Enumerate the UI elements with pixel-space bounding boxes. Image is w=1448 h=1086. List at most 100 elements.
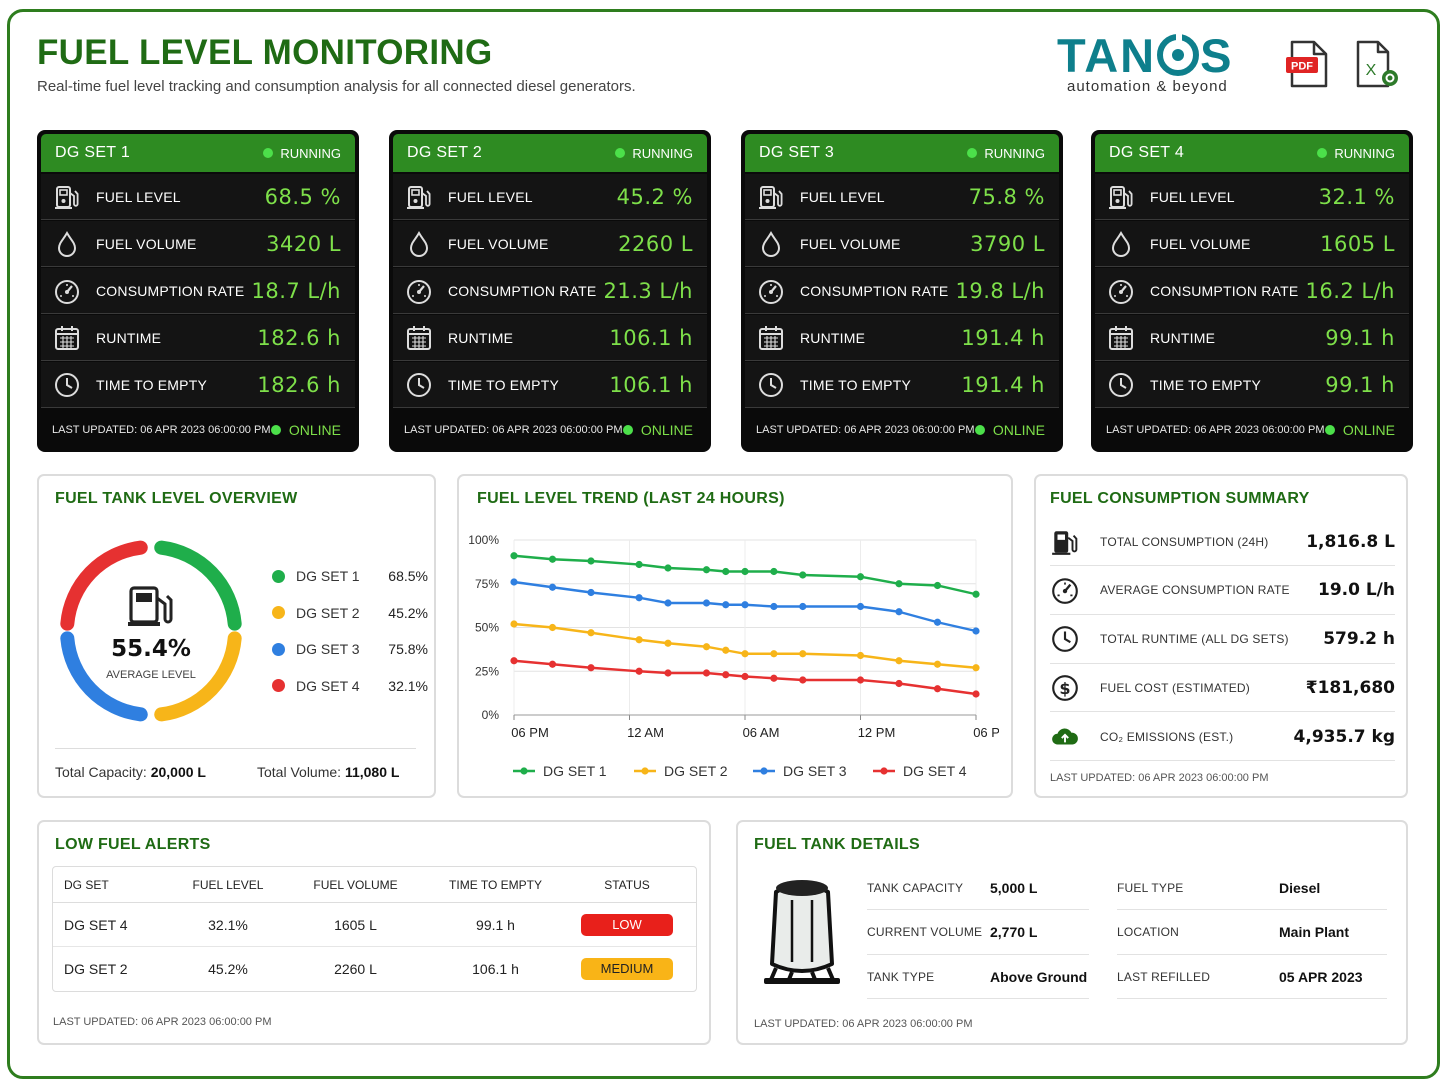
online-status: ONLINE [1324,422,1395,438]
table-row[interactable]: DG SET 2 45.2% 2260 L 106.1 h MEDIUM [53,947,696,991]
status-badge: MEDIUM [581,958,673,980]
summary-value: 4,935.7 kg [1293,726,1395,747]
online-dot-icon [1324,424,1335,435]
summary-label: FUEL COST (ESTIMATED) [1100,680,1250,695]
tank-detail-value: 2,770 L [990,924,1038,940]
trend-legend-item[interactable]: DG SET 1 [513,763,607,779]
export-pdf-button[interactable]: PDF [1284,40,1330,90]
tank-details-title: FUEL TANK DETAILS [754,836,920,853]
tank-detail-label: CURRENT VOLUME [867,925,983,939]
fuel-pump-icon [1050,527,1080,557]
trend-legend-item[interactable]: DG SET 3 [753,763,847,779]
summary-value: ₹181,680 [1305,677,1395,698]
dg-last-updated: LAST UPDATED: 06 APR 2023 06:00:00 PM [756,423,975,436]
overview-legend-item: DG SET 4 32.1% [272,678,428,694]
data-point-dg-set-4 [548,660,557,668]
summary-row: $ FUEL COST (ESTIMATED) ₹181,680 [1050,664,1395,713]
y-tick-label: 25% [475,664,499,678]
table-row[interactable]: DG SET 4 32.1% 1605 L 99.1 h LOW [53,903,696,947]
dg-set-card-2[interactable]: DG SET 2 RUNNING FUEL LEVEL 45.2 % FUEL … [389,130,711,452]
legend-value: 68.5% [388,568,428,584]
dg-row-value: 106.1 h [609,372,693,397]
data-point-dg-set-4 [933,685,942,693]
online-status: ONLINE [974,422,1045,438]
donut-segment-dg-set-4 [60,540,148,631]
dg-row-value: 106.1 h [609,325,693,350]
summary-label: CO₂ EMISSIONS (EST.) [1100,729,1234,744]
dg-row-label: CONSUMPTION RATE [1150,282,1299,299]
data-point-dg-set-2 [856,651,865,660]
tank-detail-row: LAST REFILLED 05 APR 2023 [1117,955,1387,999]
running-status-label: RUNNING [280,145,341,161]
dg-card-header: DG SET 4 RUNNING [1095,134,1409,172]
data-point-dg-set-1 [895,580,903,588]
total-volume: Total Volume: 11,080 L [257,764,399,780]
dg-set-card-4[interactable]: DG SET 4 RUNNING FUEL LEVEL 32.1 % FUEL … [1091,130,1413,452]
overview-legend-item: DG SET 1 68.5% [272,568,428,584]
data-point-dg-set-4 [799,676,807,684]
low-fuel-alerts-panel: LOW FUEL ALERTS DG SET FUEL LEVEL FUEL V… [37,820,711,1045]
data-point-dg-set-4 [702,669,711,677]
running-status: RUNNING [615,146,693,161]
dg-row-consumption-rate: CONSUMPTION RATE 21.3 L/h [393,268,707,314]
tank-detail-label: TANK TYPE [867,969,935,984]
series-line-dg-set-3 [513,580,977,633]
dg-card-footer: LAST UPDATED: 06 APR 2023 06:00:00 PM ON… [741,407,1063,452]
dg-row-value: 99.1 h [1325,372,1395,397]
dg-row-label: RUNTIME [800,329,866,346]
tank-detail-value: Above Ground [990,968,1088,985]
dg-row-consumption-rate: CONSUMPTION RATE 19.8 L/h [745,268,1059,314]
data-point-dg-set-1 [635,560,643,569]
data-point-dg-set-1 [664,564,672,572]
fuel-pump-icon [1107,183,1135,211]
clock-icon [1107,371,1135,399]
dg-set-card-3[interactable]: DG SET 3 RUNNING FUEL LEVEL 75.8 % FUEL … [741,130,1063,452]
cell-fuel-volume: 2260 L [334,961,377,977]
dg-row-consumption-rate: CONSUMPTION RATE 18.7 L/h [41,268,355,314]
dg-set-card-1[interactable]: DG SET 1 RUNNING FUEL LEVEL 68.5 % FUEL … [37,130,359,452]
tank-detail-label: LAST REFILLED [1117,969,1211,984]
dg-row-label: RUNTIME [448,329,514,346]
data-point-dg-set-1 [722,567,730,576]
x-tick-label: 06 PM [511,725,549,740]
summary-label: TOTAL CONSUMPTION (24H) [1100,534,1269,549]
overview-divider [55,748,416,749]
y-tick-label: 100% [468,533,499,547]
running-status: RUNNING [263,146,341,161]
data-point-dg-set-1 [856,573,865,581]
data-point-dg-set-1 [972,590,980,598]
tank-detail-label: FUEL TYPE [1117,880,1184,895]
x-tick-label: 12 AM [627,725,664,740]
data-point-dg-set-1 [770,567,778,576]
dg-row-value: 68.5 % [264,184,341,209]
dg-row-label: RUNTIME [1150,329,1216,346]
summary-value: 579.2 h [1323,629,1395,650]
tank-detail-row: TANK CAPACITY 5,000 L [867,866,1089,910]
trend-legend-item[interactable]: DG SET 2 [634,763,728,779]
legend-swatch [272,569,285,583]
droplet-icon [405,230,433,258]
dg-row-time-to-empty: TIME TO EMPTY 99.1 h [1095,362,1409,408]
dg-row-fuel-volume: FUEL VOLUME 3790 L [745,221,1059,267]
col-time-to-empty: TIME TO EMPTY [449,877,542,892]
data-point-dg-set-3 [933,618,942,626]
trend-legend-item[interactable]: DG SET 4 [873,763,967,779]
trend-title: FUEL LEVEL TREND (LAST 24 HOURS) [477,490,785,507]
dg-last-updated: LAST UPDATED: 06 APR 2023 06:00:00 PM [404,423,623,436]
alerts-table-header: DG SET FUEL LEVEL FUEL VOLUME TIME TO EM… [53,867,696,903]
dg-row-label: FUEL LEVEL [1150,188,1235,205]
alerts-table: DG SET FUEL LEVEL FUEL VOLUME TIME TO EM… [52,866,697,992]
online-status: ONLINE [622,422,693,438]
dg-row-value: 3420 L [266,231,341,256]
page-title: FUEL LEVEL MONITORING [37,33,493,72]
page-subtitle: Real-time fuel level tracking and consum… [37,78,636,95]
gauge-icon [1107,277,1135,305]
dg-row-runtime: RUNTIME 191.4 h [745,315,1059,361]
dg-last-updated: LAST UPDATED: 06 APR 2023 06:00:00 PM [1106,423,1325,436]
data-point-dg-set-1 [741,567,749,576]
data-point-dg-set-1 [548,555,557,563]
export-excel-button[interactable]: X [1354,40,1400,90]
clock-icon [53,371,81,399]
data-point-dg-set-3 [770,602,778,611]
gauge-icon [405,277,433,305]
